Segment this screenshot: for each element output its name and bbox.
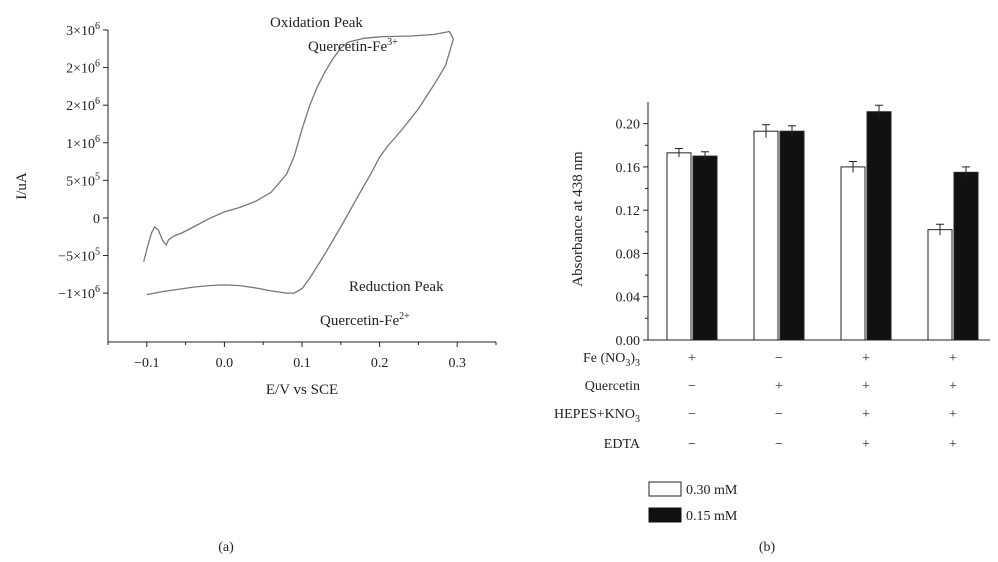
condition-mark: + <box>862 351 870 366</box>
condition-mark: − <box>775 351 783 366</box>
cv-x-tick-label: 0.0 <box>216 356 234 371</box>
cv-y-tick-label: 2×106 <box>66 59 100 77</box>
legend-swatch-0-15mm <box>648 507 682 523</box>
cv-x-axis-label: E/V vs SCE <box>266 382 338 398</box>
bar <box>953 171 979 341</box>
oxidation-peak-species: Quercetin-Fe3+ <box>308 37 398 55</box>
legend-swatch-0-30mm <box>648 481 682 497</box>
bar <box>927 229 953 341</box>
bar-y-ticks: 0.00 0.04 0.08 0.12 0.16 0.20 <box>616 118 648 349</box>
panel-a-label: (a) <box>218 540 234 555</box>
condition-mark: + <box>775 379 783 394</box>
condition-mark: − <box>775 437 783 452</box>
bar-y-tick-label: 0.00 <box>616 334 641 349</box>
bar-marks <box>666 104 979 341</box>
cv-y-tick-label: 3×106 <box>66 21 100 39</box>
bar-y-tick-label: 0.04 <box>616 291 641 306</box>
bar <box>866 111 892 341</box>
cv-y-tick-label: −1×106 <box>58 284 100 302</box>
condition-mark: + <box>862 407 870 422</box>
cv-curve <box>143 30 454 296</box>
bar <box>753 130 779 341</box>
reduction-peak-species: Quercetin-Fe2+ <box>320 311 410 329</box>
condition-row-label: Fe (NO3)3 <box>583 351 640 369</box>
oxidation-peak-title: Oxidation Peak <box>270 15 363 31</box>
cv-y-ticks: 3×106 2×106 2×106 1×106 5×105 0 −5×105 −1×106 <box>58 21 108 302</box>
cv-y-tick-label: 2×106 <box>66 96 100 114</box>
condition-table: Fe (NO3)3 + − + + Quercetin − + + + HEPES+KNO3 − − + +… <box>554 351 957 452</box>
cv-y-tick-label: −5×105 <box>58 247 100 265</box>
condition-mark: − <box>775 407 783 422</box>
reduction-peak-superscript: 2+ <box>399 311 410 322</box>
panel-b-label: (b) <box>759 540 776 555</box>
panel-b: 0.00 0.04 0.08 0.12 0.16 0.20 Fe (NO3)3 + − + + Qu… <box>554 102 990 555</box>
oxidation-peak-superscript: 3+ <box>387 37 398 48</box>
condition-row-label: HEPES+KNO3 <box>554 407 640 425</box>
condition-mark: + <box>862 379 870 394</box>
condition-mark: + <box>862 437 870 452</box>
cv-x-tick-label: 0.3 <box>448 356 466 371</box>
bar <box>666 152 692 341</box>
condition-row-label: Quercetin <box>585 379 640 394</box>
bar <box>779 130 805 341</box>
condition-mark: + <box>688 351 696 366</box>
cv-x-tick-label: −0.1 <box>134 356 159 371</box>
panel-a: 3×106 2×106 2×106 1×106 5×105 0 −5×105 −1×106 −… <box>14 15 497 555</box>
cv-y-tick-label: 0 <box>93 212 100 227</box>
legend-label-0-30mm: 0.30 mM <box>686 483 738 498</box>
bar-legend: 0.30 mM 0.15 mM <box>648 481 738 524</box>
bar-y-tick-label: 0.16 <box>616 161 641 176</box>
bar <box>840 166 866 341</box>
bar-y-axis-label: Absorbance at 438 nm <box>570 151 586 287</box>
legend-label-0-15mm: 0.15 mM <box>686 509 738 524</box>
condition-mark: − <box>688 379 696 394</box>
bar-y-tick-label: 0.12 <box>616 204 641 219</box>
cv-y-tick-label: 1×106 <box>66 134 100 152</box>
cv-y-tick-label: 5×105 <box>66 171 100 189</box>
condition-row-label: EDTA <box>604 437 641 452</box>
cv-y-axis-label: I/uA <box>14 172 30 200</box>
reduction-peak-title: Reduction Peak <box>349 279 444 295</box>
condition-mark: + <box>949 437 957 452</box>
condition-mark: + <box>949 379 957 394</box>
condition-mark: + <box>949 407 957 422</box>
condition-mark: − <box>688 437 696 452</box>
cv-x-ticks: −0.1 0.0 0.1 0.2 0.3 <box>107 342 497 371</box>
condition-mark: − <box>688 407 696 422</box>
cv-x-tick-label: 0.2 <box>371 356 389 371</box>
condition-mark: + <box>949 351 957 366</box>
bar-y-tick-label: 0.08 <box>616 247 641 262</box>
bar-y-tick-label: 0.20 <box>616 118 641 133</box>
cv-x-tick-label: 0.1 <box>293 356 311 371</box>
bar <box>692 155 718 341</box>
